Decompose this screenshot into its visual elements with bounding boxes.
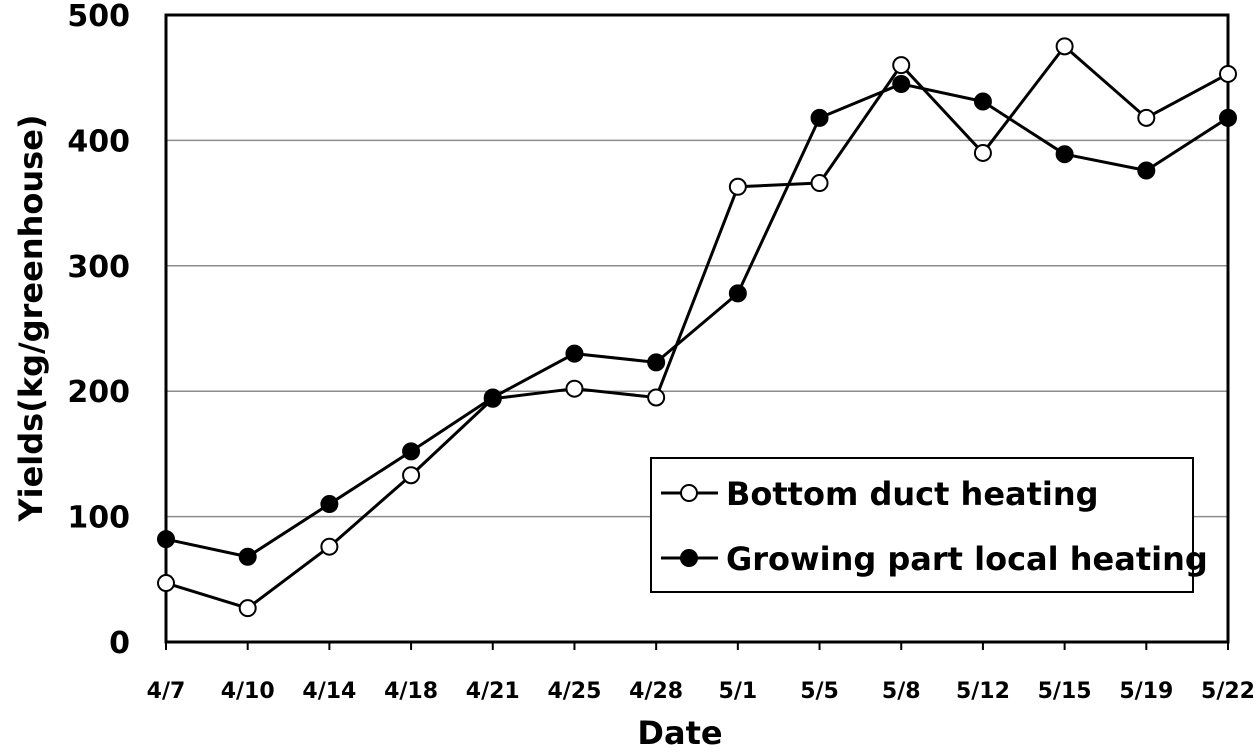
x-tick-label: 4/7 <box>147 679 186 704</box>
data-point <box>1137 161 1156 180</box>
data-point <box>483 388 502 407</box>
x-tick-label: 4/18 <box>384 679 438 704</box>
x-tick-label: 4/14 <box>302 679 356 704</box>
legend-box <box>650 457 1194 593</box>
data-point <box>565 379 584 398</box>
legend-marker-open-circle <box>680 484 698 502</box>
series-1 <box>157 37 1237 618</box>
x-tick-label: 5/12 <box>956 679 1010 704</box>
data-point <box>1055 37 1074 56</box>
legend-entry-bottom-duct: Bottom duct heating <box>661 475 1099 513</box>
x-tick-label: 5/19 <box>1119 679 1173 704</box>
data-point <box>238 599 257 618</box>
data-point <box>320 537 339 556</box>
legend-marker-filled-circle <box>680 549 698 567</box>
legend-label-bottom-duct: Bottom duct heating <box>726 475 1099 513</box>
y-tick-label: 0 <box>109 626 130 661</box>
data-point <box>320 495 339 514</box>
data-point <box>973 92 992 111</box>
data-point <box>1219 108 1237 127</box>
x-tick-label: 4/25 <box>547 679 601 704</box>
y-tick-label: 300 <box>67 250 130 285</box>
x-tick-label: 4/28 <box>629 679 683 704</box>
x-axis-ticks: 4/7 4/10 4/14 4/18 4/21 4/25 4/28 5/1 5/5 5/8 5/12… <box>147 642 1255 704</box>
x-tick-label: 5/8 <box>882 679 921 704</box>
x-tick-label: 5/15 <box>1038 679 1092 704</box>
y-axis-ticks: 0 100 200 300 400 500 <box>67 0 130 661</box>
data-point <box>402 442 421 461</box>
y-tick-label: 400 <box>67 124 130 159</box>
data-point <box>728 284 747 303</box>
y-tick-label: 500 <box>67 0 130 34</box>
data-point <box>565 344 584 363</box>
data-point <box>157 574 175 593</box>
data-point <box>1055 145 1074 164</box>
legend: Bottom duct heating Growing part local h… <box>650 457 1208 593</box>
series-2 <box>157 74 1237 566</box>
data-point <box>647 388 666 407</box>
data-point <box>892 74 911 93</box>
plot-area-frame <box>164 13 1230 644</box>
data-point <box>238 547 257 566</box>
data-point <box>647 353 666 372</box>
x-tick-label: 5/5 <box>800 679 839 704</box>
x-tick-label: 4/10 <box>221 679 275 704</box>
data-point <box>728 177 747 196</box>
series-line-1 <box>165 44 1229 610</box>
data-point <box>973 143 992 162</box>
y-tick-label: 100 <box>67 501 130 536</box>
data-point <box>402 466 421 485</box>
data-point <box>892 56 911 75</box>
x-tick-label: 5/1 <box>719 679 758 704</box>
data-point <box>1137 108 1156 127</box>
series-line-2 <box>165 82 1229 559</box>
y-axis-title: Yields(kg/greenhouse) <box>12 114 50 522</box>
y-tick-label: 200 <box>67 375 130 410</box>
x-tick-label: 5/22 <box>1201 679 1255 704</box>
x-axis-title: Date <box>637 714 722 752</box>
legend-label-growing-part: Growing part local heating <box>726 540 1208 578</box>
legend-entry-growing-part: Growing part local heating <box>661 540 1208 578</box>
data-point <box>157 530 175 549</box>
data-point <box>810 108 829 127</box>
data-point <box>810 174 829 193</box>
data-point <box>1219 64 1237 83</box>
series-group <box>157 37 1237 618</box>
x-tick-label: 4/21 <box>466 679 520 704</box>
